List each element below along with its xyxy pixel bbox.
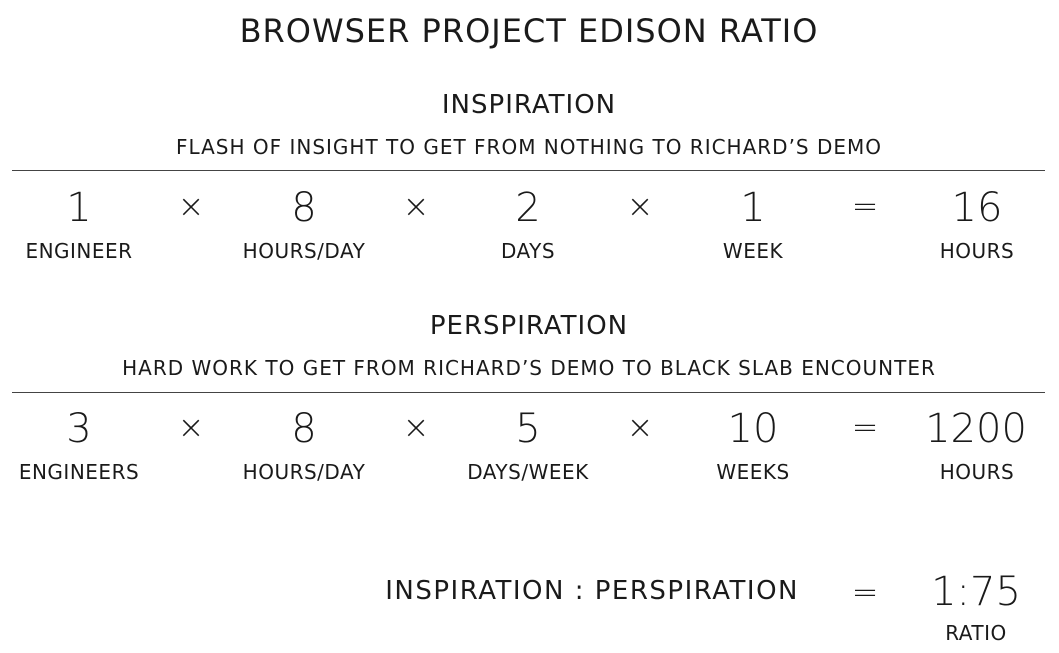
inspiration-divider	[12, 170, 1045, 171]
perspiration-factor-2-unit: HOURS/DAY	[242, 460, 366, 484]
inspiration-factor-3-value: 2	[515, 185, 541, 231]
inspiration-factor-3-unit: DAYS	[500, 239, 556, 263]
ratio-label: INSPIRATION : PERSPIRATION	[385, 576, 799, 606]
inspiration-result-value: 16	[951, 185, 1003, 231]
perspiration-result-value: 1200	[925, 406, 1027, 452]
inspiration-factor-2-unit: HOURS/DAY	[242, 239, 366, 263]
multiply-operator: ×	[626, 187, 654, 225]
perspiration-factor-4-unit: WEEKS	[716, 460, 790, 484]
ratio-value: 1:75	[931, 569, 1021, 615]
equals-operator: =	[851, 408, 879, 446]
multiply-operator: ×	[626, 408, 654, 446]
inspiration-factor-2-value: 8	[291, 185, 317, 231]
multiply-operator: ×	[177, 187, 205, 225]
perspiration-subtitle: HARD WORK TO GET FROM RICHARD’S DEMO TO …	[122, 356, 936, 380]
ratio-unit: RATIO	[945, 621, 1007, 645]
inspiration-factor-1-unit: ENGINEER	[25, 239, 133, 263]
inspiration-factor-4-value: 1	[740, 185, 766, 231]
equals-operator: =	[851, 187, 879, 225]
perspiration-factor-1-value: 3	[66, 406, 92, 452]
multiply-operator: ×	[402, 408, 430, 446]
perspiration-factor-4-value: 10	[727, 406, 779, 452]
equals-operator: =	[851, 573, 879, 611]
perspiration-factor-3-value: 5	[515, 406, 541, 452]
perspiration-factor-1-unit: ENGINEERS	[18, 460, 140, 484]
perspiration-factor-2-value: 8	[291, 406, 317, 452]
inspiration-result-unit: HOURS	[939, 239, 1015, 263]
inspiration-heading: INSPIRATION	[441, 90, 617, 120]
inspiration-factor-1-value: 1	[66, 185, 92, 231]
perspiration-divider	[12, 392, 1045, 393]
perspiration-heading: PERSPIRATION	[429, 311, 629, 341]
multiply-operator: ×	[402, 187, 430, 225]
perspiration-result-unit: HOURS	[939, 460, 1015, 484]
inspiration-subtitle: FLASH OF INSIGHT TO GET FROM NOTHING TO …	[175, 135, 883, 159]
page-title: BROWSER PROJECT EDISON RATIO	[239, 12, 819, 50]
perspiration-factor-3-unit: DAYS/WEEK	[467, 460, 589, 484]
inspiration-factor-4-unit: WEEK	[722, 239, 784, 263]
multiply-operator: ×	[177, 408, 205, 446]
